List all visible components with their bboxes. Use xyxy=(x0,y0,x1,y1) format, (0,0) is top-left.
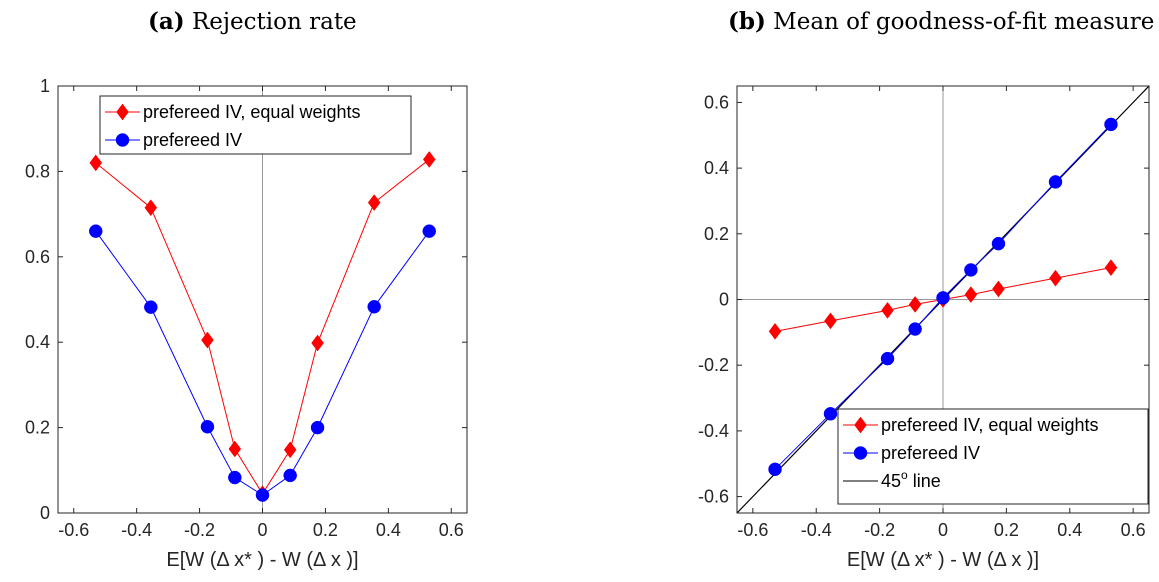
chart-a-ytick-label: 1 xyxy=(40,76,50,96)
chart-a-legend: prefereed IV, equal weights prefereed IV xyxy=(99,95,412,155)
chart-b-legend-box xyxy=(837,408,1149,505)
chart-b-legend-label-identity: 45o line xyxy=(881,468,941,491)
chart-a-xtick-label: -0.4 xyxy=(121,520,152,540)
chart-a-point-preferred-iv xyxy=(367,300,381,314)
chart-b-point-preferred-iv xyxy=(1104,117,1118,132)
chart-b-point-preferred-iv xyxy=(964,263,978,277)
chart-b-legend-label-equal-weights: prefereed IV, equal weights xyxy=(881,415,1099,435)
chart-a-point-preferred-iv xyxy=(89,224,103,238)
chart-b-point-equal-weights xyxy=(881,301,894,319)
chart-b-xtick-label: 0 xyxy=(938,520,948,540)
chart-b-legend-marker-equal-weights xyxy=(854,416,867,434)
chart-a-legend-label-preferred-iv: prefereed IV xyxy=(143,130,242,150)
chart-b-series-preferred-iv xyxy=(768,117,1118,477)
chart-b-ytick-label: -0.4 xyxy=(698,421,729,441)
chart-a-point-preferred-iv xyxy=(144,300,158,314)
chart-b-ytick-label: 0.2 xyxy=(704,224,729,244)
chart-a-xtick-label: 0.2 xyxy=(313,520,338,540)
chart-a-point-preferred-iv xyxy=(422,224,436,238)
chart-a-legend-marker-preferred-iv xyxy=(115,133,130,147)
chart-a-point-equal-weights xyxy=(422,151,436,168)
chart-a-point-equal-weights xyxy=(311,334,324,352)
chart-a-ytick-label: 0.2 xyxy=(25,418,50,438)
panel-a-title-text: Rejection rate xyxy=(191,9,357,35)
panel-b-title: (b) Mean of goodness-of-fit measure xyxy=(728,8,1154,35)
chart-b-ytick-label: 0 xyxy=(719,290,729,310)
chart-a-xtick-label: 0.4 xyxy=(376,520,401,540)
chart-b-point-equal-weights xyxy=(908,296,922,313)
chart-b-ytick-label: 0.4 xyxy=(704,158,729,178)
chart-b-point-preferred-iv xyxy=(908,322,922,336)
chart-a-point-equal-weights xyxy=(144,199,158,217)
chart-b-xtick-label: 0.2 xyxy=(994,520,1019,540)
chart-a-ytick-label: 0.8 xyxy=(25,161,50,181)
chart-a-series-preferred-iv xyxy=(89,224,436,502)
chart-b-point-preferred-iv xyxy=(991,236,1006,251)
chart-a-point-equal-weights xyxy=(89,154,103,172)
chart-a-point-preferred-iv xyxy=(255,488,270,502)
chart-b-point-equal-weights xyxy=(1104,259,1118,277)
panel-a-title: (a) Rejection rate xyxy=(148,8,357,35)
chart-b-xtick-label: -0.2 xyxy=(864,520,895,540)
chart-b-point-preferred-iv xyxy=(1048,175,1063,189)
chart-a-xtick-label: -0.2 xyxy=(184,520,215,540)
chart-a-xtick-label: -0.6 xyxy=(58,520,89,540)
chart-b-xlabel: E[W (Δ x* ) - W (Δ x )] xyxy=(847,549,1039,571)
chart-a-point-equal-weights xyxy=(283,441,297,459)
chart-a-legend-marker-equal-weights xyxy=(116,103,129,121)
chart-a-legend-label-equal-weights: prefereed IV, equal weights xyxy=(143,102,361,122)
chart-a-xlabel: E[W (Δ x* ) - W (Δ x )] xyxy=(166,549,358,571)
chart-b-ytick-label: -0.2 xyxy=(698,355,729,375)
chart-a-xtick-label: 0.6 xyxy=(439,520,464,540)
chart-a-point-preferred-iv xyxy=(283,468,297,483)
chart-a-ytick-label: 0 xyxy=(40,503,50,523)
chart-b-ytick-label: -0.6 xyxy=(698,487,729,507)
chart-b-legend: prefereed IV, equal weights prefereed IV 4… xyxy=(837,408,1149,505)
chart-a-point-preferred-iv xyxy=(200,419,215,434)
chart-b-legend-label-preferred-iv: prefereed IV xyxy=(881,443,980,463)
chart-b-point-preferred-iv xyxy=(936,291,950,305)
chart-b-xtick-label: -0.6 xyxy=(737,520,768,540)
chart-b-xtick-label: -0.4 xyxy=(801,520,832,540)
chart-b-point-preferred-iv xyxy=(823,407,838,421)
chart-a-xtick-label: 0 xyxy=(257,520,267,540)
chart-a-point-equal-weights xyxy=(228,440,242,458)
chart-a-point-preferred-iv xyxy=(228,470,242,485)
chart-b-point-equal-weights xyxy=(768,322,782,340)
chart-b-xtick-label: 0.4 xyxy=(1057,520,1082,540)
chart-b-point-preferred-iv xyxy=(768,462,782,477)
chart-b: -0.6 -0.4 -0.2 0 0.2 0.4 0.6 -0.6 -0.4 -0.2 0 0.2 0.… xyxy=(698,85,1150,571)
chart-a: -0.6 -0.4 -0.2 0 0.2 0.4 0.6 0 0.2 0.4 0.6 0.8 1 E[W … xyxy=(25,76,468,571)
chart-b-legend-marker-preferred-iv xyxy=(853,446,868,460)
panel-a-letter: (a) xyxy=(148,8,185,35)
chart-b-point-equal-weights xyxy=(964,286,978,303)
chart-a-point-equal-weights xyxy=(367,194,381,211)
chart-a-point-preferred-iv xyxy=(310,420,325,435)
panel-b-letter: (b) xyxy=(728,8,766,35)
chart-b-xtick-label: 0.6 xyxy=(1121,520,1146,540)
chart-b-point-equal-weights xyxy=(824,312,837,330)
chart-b-point-equal-weights xyxy=(1049,269,1062,287)
chart-a-ytick-label: 0.4 xyxy=(25,332,50,352)
chart-a-point-equal-weights xyxy=(201,331,214,349)
chart-b-point-preferred-iv xyxy=(880,351,895,366)
chart-a-ytick-label: 0.6 xyxy=(25,247,50,267)
chart-b-ytick-label: 0.6 xyxy=(704,92,729,112)
panel-b-title-text: Mean of goodness-of-fit measure xyxy=(773,9,1155,35)
chart-b-point-equal-weights xyxy=(992,280,1005,298)
chart-a-legend-box xyxy=(99,95,412,155)
